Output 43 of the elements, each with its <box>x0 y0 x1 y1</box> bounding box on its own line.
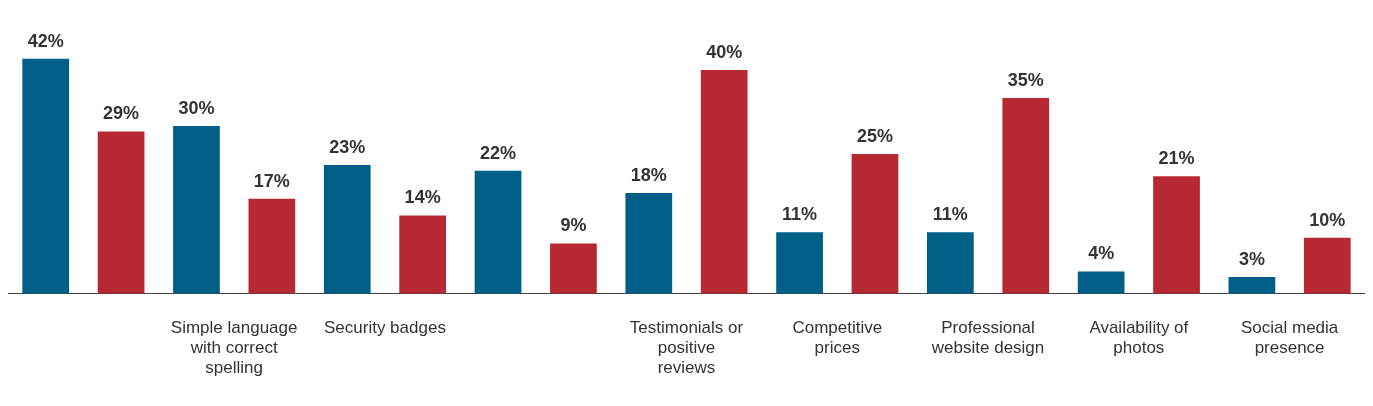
data-label: 9% <box>560 215 587 236</box>
bar <box>1077 271 1125 294</box>
bar <box>776 232 823 294</box>
data-label: 35% <box>1007 69 1044 90</box>
data-label: 3% <box>1238 248 1265 269</box>
data-label: 23% <box>329 137 366 158</box>
x-tick-label: Security badges <box>323 317 446 337</box>
bar <box>625 193 673 294</box>
x-tick-label: Professional website design <box>930 317 1045 358</box>
bar <box>550 243 597 294</box>
data-label: 18% <box>630 165 667 186</box>
data-label: 22% <box>480 142 517 163</box>
data-label: 29% <box>103 103 140 124</box>
data-label: 17% <box>253 170 290 191</box>
data-label: 42% <box>27 30 64 51</box>
bar <box>700 69 748 294</box>
bar <box>1002 97 1050 294</box>
data-label: 25% <box>856 125 893 146</box>
x-tick-label: Competitive prices <box>792 317 883 358</box>
x-tick-label: Simple language with correct spelling <box>170 317 298 378</box>
bar <box>22 58 70 294</box>
data-label: 11% <box>932 204 968 225</box>
bar <box>248 198 296 294</box>
data-label: 10% <box>1309 209 1346 230</box>
bar <box>851 153 899 294</box>
data-label: 11% <box>782 204 818 225</box>
bar <box>323 165 371 294</box>
x-tick-label: Social media presence <box>1240 317 1339 358</box>
bar <box>474 170 522 294</box>
x-tick-label: Testimonials or positive reviews <box>629 317 744 378</box>
data-label: 21% <box>1158 148 1195 169</box>
data-label: 14% <box>404 187 441 208</box>
bar <box>926 232 974 294</box>
data-label: 30% <box>178 97 215 118</box>
bar <box>1303 237 1351 294</box>
data-label: 40% <box>706 41 743 62</box>
data-label: 4% <box>1088 243 1115 264</box>
x-tick-label: Availability of photos <box>1089 317 1189 358</box>
bar <box>97 131 145 294</box>
bar <box>1228 277 1276 294</box>
bar <box>173 125 220 294</box>
bar <box>1153 176 1200 294</box>
bar <box>399 215 447 294</box>
